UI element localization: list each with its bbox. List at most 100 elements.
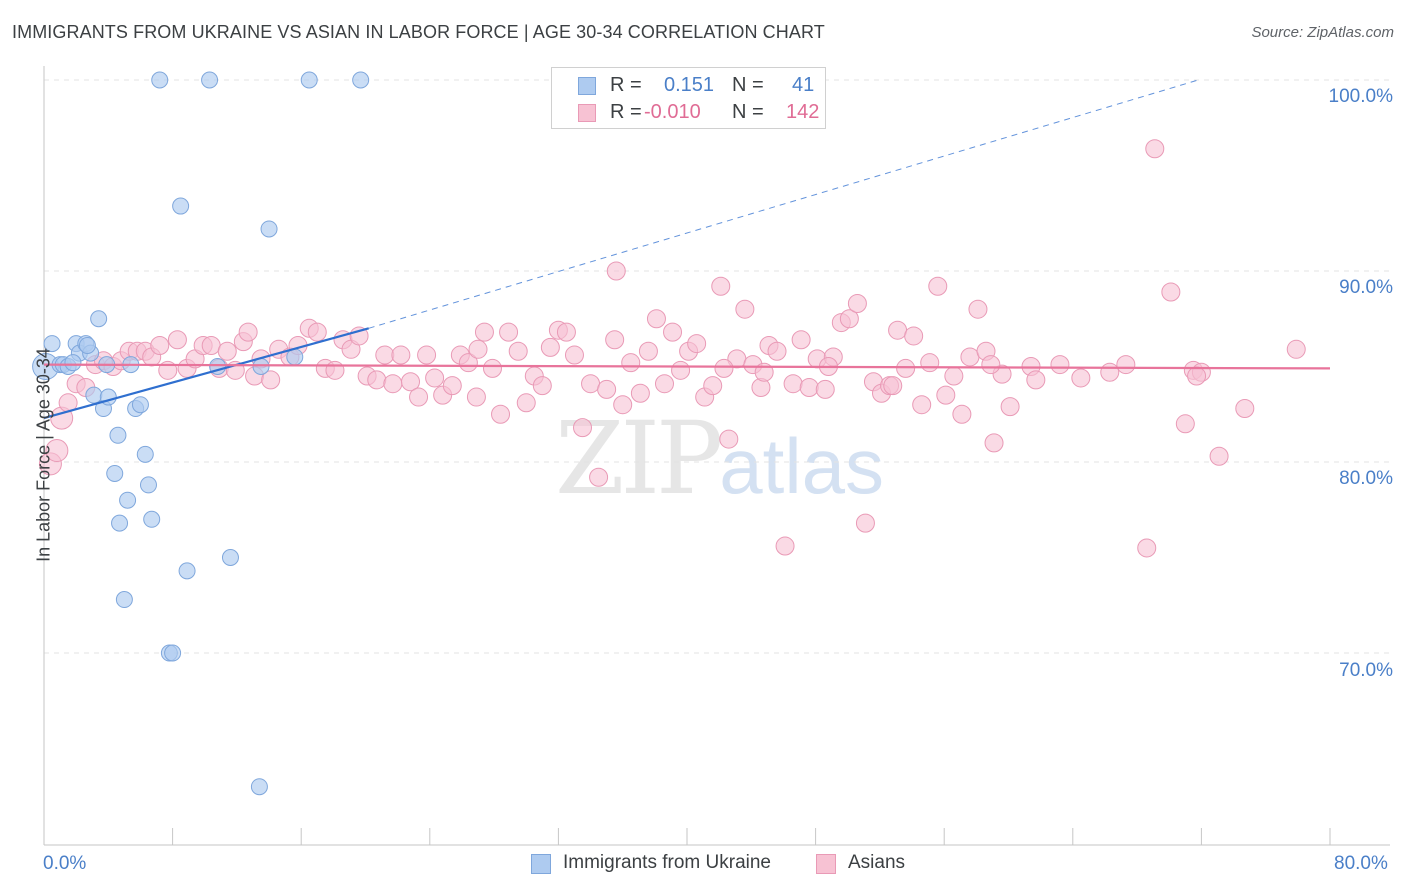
asians-point xyxy=(508,341,528,361)
asians-point xyxy=(984,433,1004,453)
asians-point xyxy=(482,358,502,378)
asians-point xyxy=(1286,339,1306,359)
ukraine-point xyxy=(139,476,157,494)
ukraine-point xyxy=(260,220,278,238)
asians-point xyxy=(391,345,411,365)
ukraine-point xyxy=(90,310,108,328)
asians-point xyxy=(468,339,488,359)
asians-point xyxy=(442,376,462,396)
asians-point xyxy=(1050,355,1070,375)
ukraine-point xyxy=(109,426,127,444)
asians-point xyxy=(944,366,964,386)
ukraine-point xyxy=(352,71,370,89)
asians-point xyxy=(425,368,445,388)
legend-r-value: -0.010 xyxy=(644,101,701,123)
asians-point xyxy=(1235,399,1255,419)
asians-point xyxy=(783,374,803,394)
asians-point xyxy=(238,322,258,342)
asians-point xyxy=(936,385,956,405)
asians-point xyxy=(1161,282,1181,302)
ukraine-trend-line xyxy=(43,327,370,420)
chart-title: IMMIGRANTS FROM UKRAINE VS ASIAN IN LABO… xyxy=(12,22,825,42)
asians-points xyxy=(38,139,1306,558)
legend-n-label: N = xyxy=(732,101,764,123)
bottom-legend-swatch-blue xyxy=(531,854,551,874)
asians-point xyxy=(613,395,633,415)
asians-point xyxy=(928,276,948,296)
y-tick-label: 100.0% xyxy=(1328,86,1393,107)
ukraine-point xyxy=(252,358,270,375)
asians-point xyxy=(1145,139,1165,159)
asians-point xyxy=(735,299,755,319)
y-tick-label: 80.0% xyxy=(1339,468,1393,489)
ukraine-point xyxy=(43,335,61,353)
asians-point xyxy=(45,439,69,463)
source-credit: Source: ZipAtlas.com xyxy=(1251,24,1394,41)
legend-r-label: R = xyxy=(610,101,642,123)
asians-point xyxy=(1000,397,1020,417)
asians-point xyxy=(767,341,787,361)
asians-point xyxy=(581,374,601,394)
ukraine-point xyxy=(151,71,169,89)
ukraine-point xyxy=(300,71,318,89)
asians-point xyxy=(839,309,859,329)
asians-point xyxy=(556,322,576,342)
asians-point xyxy=(325,360,345,380)
legend-n-label: N = xyxy=(732,74,764,96)
asians-point xyxy=(791,330,811,350)
asians-point xyxy=(719,429,739,449)
asians-point xyxy=(1026,370,1046,390)
asians-point xyxy=(981,355,1001,375)
asians-point xyxy=(589,467,609,487)
asians-point xyxy=(401,372,421,392)
ukraine-point xyxy=(106,464,124,482)
asians-point xyxy=(167,330,187,350)
legend-n-value: 142 xyxy=(786,101,820,123)
bottom-legend-label: Immigrants from Ukraine xyxy=(563,852,771,873)
ukraine-point xyxy=(178,562,196,580)
asians-point xyxy=(646,309,666,329)
asians-point xyxy=(663,322,683,342)
asians-point xyxy=(1100,362,1120,382)
ukraine-point xyxy=(85,386,103,404)
asians-point xyxy=(896,358,916,378)
asians-point xyxy=(960,347,980,367)
trend-lines xyxy=(43,79,1331,420)
asians-point xyxy=(1187,366,1207,386)
ukraine-point xyxy=(172,197,190,215)
asians-point xyxy=(474,322,494,342)
asians-point xyxy=(540,337,560,357)
axes xyxy=(43,66,1390,846)
legend-n-value: 41 xyxy=(792,74,815,96)
asians-point xyxy=(597,379,617,399)
ukraine-point xyxy=(131,396,149,414)
y-axis-label: In Labor Force | Age 30-34 xyxy=(33,348,54,562)
asians-point xyxy=(573,418,593,438)
asians-point xyxy=(912,395,932,415)
asians-point xyxy=(466,387,486,407)
ukraine-point xyxy=(78,336,96,354)
asians-point xyxy=(952,404,972,424)
asians-point xyxy=(1209,446,1229,466)
asians-point xyxy=(654,374,674,394)
ukraine-point xyxy=(250,778,268,796)
ukraine-point xyxy=(201,71,219,89)
asians-point xyxy=(532,376,552,396)
asians-point xyxy=(920,353,940,373)
asians-point xyxy=(1116,355,1136,375)
asians-point xyxy=(516,393,536,413)
asians-point xyxy=(711,276,731,296)
asians-point xyxy=(671,360,691,380)
bottom-legend-label: Asians xyxy=(848,852,906,873)
asians-point xyxy=(703,376,723,396)
ukraine-point xyxy=(221,549,239,566)
ukraine-point xyxy=(164,644,182,662)
watermark-atlas: atlas xyxy=(719,422,885,510)
legend-r-label: R = xyxy=(610,74,642,96)
legend-swatch-blue xyxy=(578,77,596,95)
x-tick-label-left: 0.0% xyxy=(43,853,87,874)
asians-point xyxy=(375,345,395,365)
asians-point xyxy=(217,341,237,361)
ukraine-point xyxy=(119,491,137,509)
